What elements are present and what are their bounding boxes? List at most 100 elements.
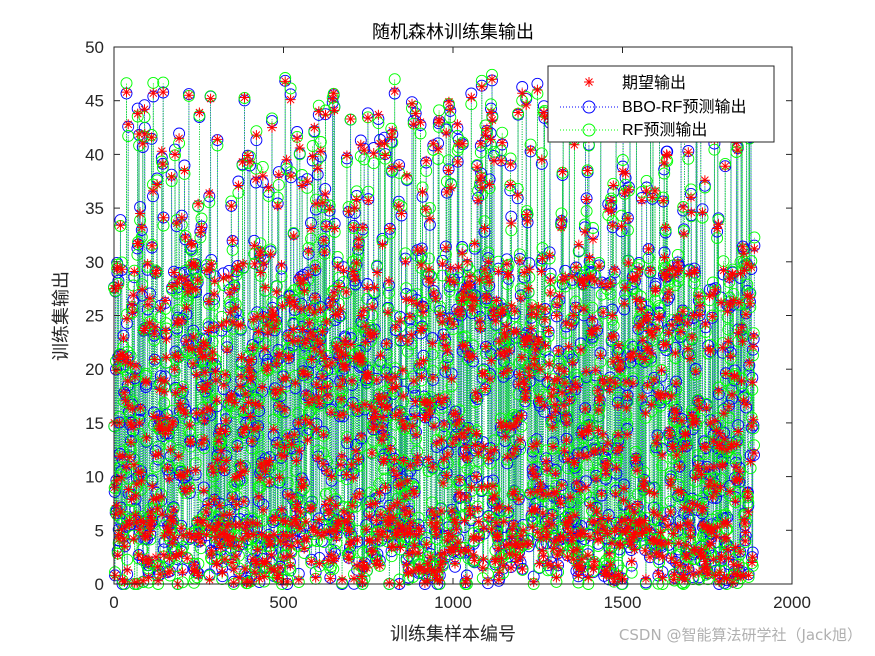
data-point-expected [346, 339, 356, 350]
data-point-rf [177, 540, 190, 553]
data-point-expected [405, 528, 416, 539]
data-point-expected [377, 239, 388, 250]
data-point-expected [267, 122, 277, 133]
data-point-expected [507, 531, 517, 542]
data-point-expected [208, 322, 219, 333]
data-point-expected [286, 541, 297, 552]
data-point-expected [370, 406, 380, 417]
data-point-rf [452, 547, 465, 560]
data-point-expected [469, 555, 480, 566]
data-point-expected [126, 494, 137, 505]
data-point-expected [451, 419, 462, 429]
data-point-bbo-rf [118, 540, 131, 553]
data-point-expected [159, 530, 170, 541]
data-point-expected [409, 540, 420, 551]
data-point-expected [309, 122, 320, 133]
data-point-expected [393, 518, 404, 529]
data-point-expected [517, 539, 528, 550]
data-point-rf [345, 327, 357, 340]
data-point-bbo-rf [230, 498, 243, 511]
series-layer [108, 68, 761, 590]
data-point-expected [145, 526, 156, 537]
data-point-rf [540, 444, 553, 457]
data-point-expected [319, 247, 330, 258]
data-point-expected [440, 363, 451, 374]
data-point-expected [319, 353, 330, 364]
data-point-expected [507, 524, 518, 535]
data-point-expected [171, 218, 182, 229]
data-point-expected [196, 222, 207, 233]
data-point-expected [497, 137, 508, 148]
data-point-expected [276, 504, 287, 515]
data-point-expected [191, 408, 202, 419]
data-point-expected [415, 561, 426, 572]
data-point-expected [246, 371, 257, 382]
data-point-expected [274, 472, 285, 483]
data-point-expected [201, 507, 212, 517]
data-point-expected [399, 420, 410, 430]
data-point-expected [486, 524, 497, 535]
data-point-expected [464, 271, 475, 282]
data-point-expected [237, 427, 248, 438]
data-point-expected [434, 575, 445, 586]
data-point-expected [394, 407, 405, 418]
data-point-expected [209, 494, 220, 505]
data-point-expected [459, 544, 470, 555]
data-point-expected [333, 309, 344, 320]
data-point-expected [509, 306, 520, 317]
data-point-expected [416, 371, 427, 382]
data-point-expected [452, 156, 463, 167]
data-point-expected [280, 76, 291, 87]
data-point-expected [396, 479, 407, 490]
data-point-expected [290, 378, 301, 389]
data-point-expected [473, 516, 484, 527]
data-point-expected [433, 144, 444, 154]
data-point-expected [278, 552, 289, 563]
data-point-expected [268, 310, 279, 321]
data-point-expected [502, 365, 513, 376]
data-point-expected [402, 527, 413, 538]
data-point-expected [344, 526, 355, 537]
data-point-expected [379, 138, 390, 149]
data-point-expected [304, 318, 315, 328]
data-point-expected [229, 283, 240, 294]
data-point-expected [183, 90, 194, 101]
data-point-expected [146, 519, 157, 530]
data-point-expected [326, 471, 337, 482]
data-point-expected [355, 139, 366, 150]
data-point-rf [336, 384, 349, 397]
data-point-expected [286, 439, 297, 450]
data-point-expected [303, 246, 314, 257]
data-point-expected [167, 538, 178, 549]
data-point-expected [403, 548, 414, 559]
data-point-expected [150, 268, 161, 279]
data-point-expected [148, 88, 159, 99]
data-point-expected [378, 456, 389, 467]
data-point-expected [130, 510, 141, 521]
data-point-expected [168, 516, 179, 527]
data-point-expected [195, 537, 206, 548]
data-point-expected [332, 344, 343, 355]
data-point-expected [390, 322, 401, 333]
data-point-expected [517, 564, 528, 574]
data-point-expected [375, 350, 386, 361]
data-point-expected [487, 115, 498, 125]
data-point-expected [219, 465, 230, 476]
data-point-expected [388, 541, 398, 552]
data-point-expected [301, 388, 312, 399]
data-point-expected [156, 421, 167, 432]
data-point-expected [182, 553, 193, 564]
data-point-expected [157, 509, 168, 520]
data-point-expected [141, 376, 152, 386]
data-point-expected [134, 417, 145, 428]
data-point-expected [206, 545, 217, 556]
data-point-expected [409, 376, 419, 386]
data-point-expected [110, 570, 120, 581]
data-point-expected [311, 424, 322, 435]
data-point-expected [401, 559, 412, 570]
data-point-expected [412, 452, 423, 463]
data-point-expected [196, 438, 207, 449]
data-point-expected [511, 326, 522, 337]
data-point-expected [209, 289, 219, 299]
